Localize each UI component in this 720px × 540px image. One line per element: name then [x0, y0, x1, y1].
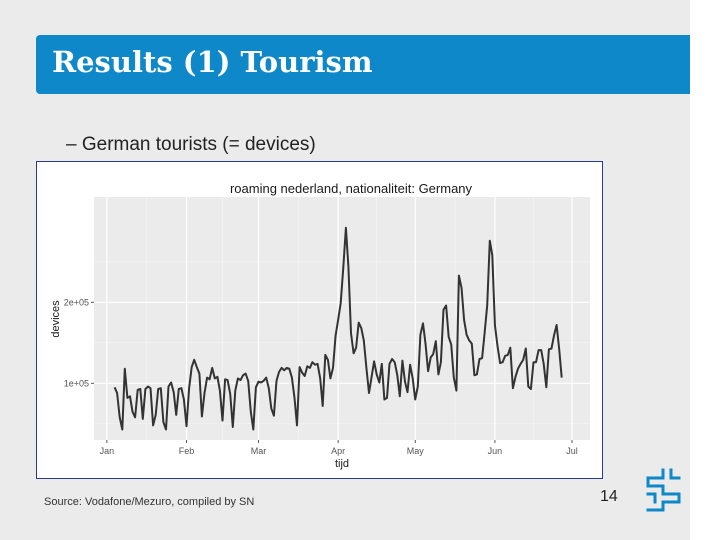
- title-bar: Results (1) Tourism: [36, 35, 690, 94]
- x-tick-label: Apr: [331, 446, 345, 456]
- page-number: 14: [600, 488, 618, 505]
- chart-frame: 1e+05 2e+05 Jan Feb Mar Apr May Jun Jul roaming…: [36, 161, 603, 479]
- x-tick-label: May: [407, 446, 425, 456]
- bullet-point: – German tourists (= devices): [66, 134, 316, 156]
- line-chart: 1e+05 2e+05 Jan Feb Mar Apr May Jun Jul roaming…: [50, 181, 590, 470]
- right-margin-band: [690, 0, 720, 540]
- x-tick-label: Feb: [179, 446, 195, 456]
- series-line-germany: [113, 226, 563, 431]
- cbs-logo-icon: [646, 468, 681, 512]
- plot-panel: [94, 197, 590, 440]
- y-tick-label: 2e+05: [64, 297, 89, 307]
- x-tick-label: Mar: [251, 446, 267, 456]
- y-axis-label: devices: [50, 300, 62, 338]
- chart-title: roaming nederland, nationaliteit: German…: [230, 181, 473, 196]
- y-tick-label: 1e+05: [64, 378, 89, 388]
- bullet-dash: –: [66, 134, 77, 155]
- slide-title: Results (1) Tourism: [52, 45, 373, 79]
- x-tick-label: Jun: [488, 446, 503, 456]
- source-note: Source: Vodafone/Mezuro, compiled by SN: [44, 496, 255, 508]
- bullet-text: German tourists (= devices): [81, 134, 316, 155]
- x-axis-label: tijd: [335, 458, 349, 470]
- x-tick-label: Jul: [566, 446, 578, 456]
- x-tick-label: Jan: [100, 446, 115, 456]
